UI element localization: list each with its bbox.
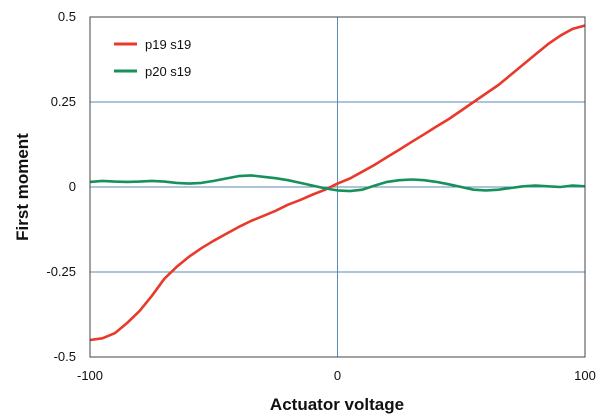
- y-tick-label: 0: [69, 179, 76, 194]
- x-axis-title: Actuator voltage: [270, 395, 404, 414]
- series-line-1: [89, 24, 586, 342]
- x-tick-label: -100: [77, 368, 103, 383]
- y-axis-title: First moment: [13, 133, 32, 241]
- y-tick-labels: 0.5 0.25 0 -0.25 -0.5: [46, 9, 76, 364]
- series-lines: [89, 24, 586, 342]
- x-tick-label: 0: [334, 368, 341, 383]
- series-line-2: [89, 174, 586, 193]
- legend: p19 s19 p20 s19: [114, 37, 191, 79]
- legend-label-2: p20 s19: [145, 64, 191, 79]
- legend-label-1: p19 s19: [145, 37, 191, 52]
- y-tick-label: 0.25: [51, 94, 76, 109]
- y-tick-label: 0.5: [58, 9, 76, 24]
- x-tick-label: 100: [574, 368, 596, 383]
- y-tick-label: -0.25: [46, 264, 76, 279]
- x-tick-labels: -100 0 100: [77, 368, 596, 383]
- y-tick-label: -0.5: [54, 349, 76, 364]
- plot-frame: [89, 16, 586, 358]
